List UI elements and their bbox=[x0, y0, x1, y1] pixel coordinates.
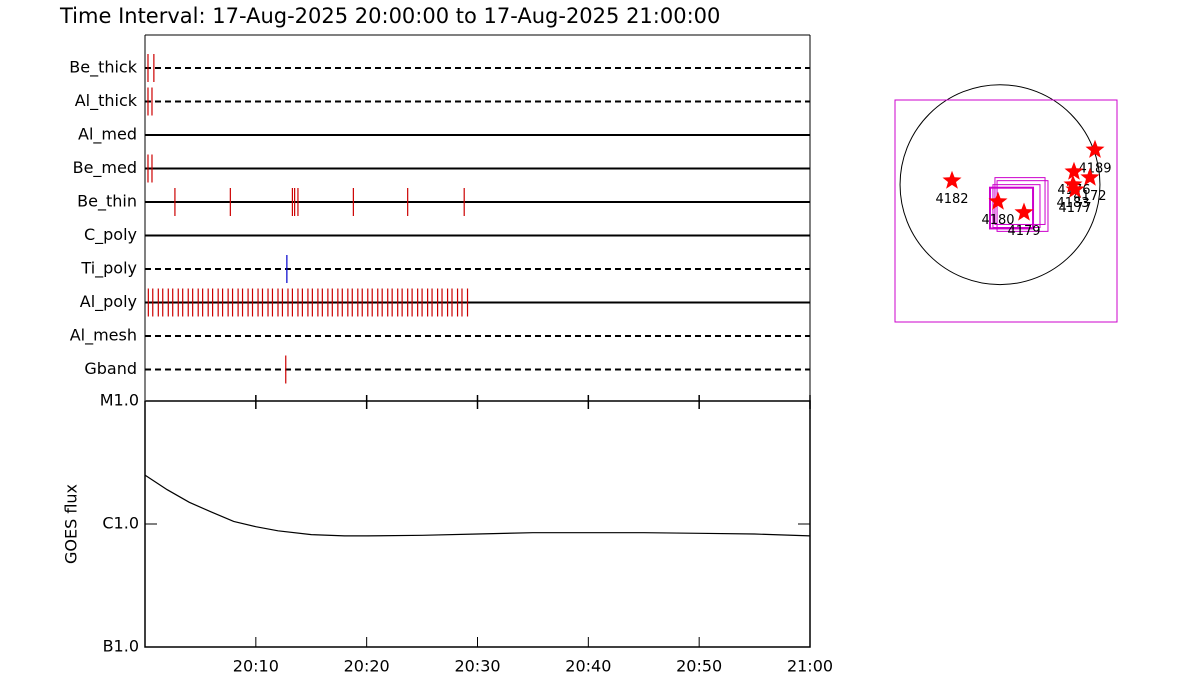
x-tick-label: 20:40 bbox=[565, 657, 611, 676]
x-tick-label: 21:00 bbox=[787, 657, 833, 676]
fov-box bbox=[989, 186, 1035, 230]
region-star bbox=[1014, 202, 1034, 221]
fov-box bbox=[894, 99, 1118, 323]
row-label: Al_thick bbox=[75, 91, 138, 111]
region-label: 4177 bbox=[1058, 201, 1091, 216]
y-tick-label: M1.0 bbox=[100, 391, 139, 410]
row-label: C_poly bbox=[84, 225, 137, 245]
region-label: 4172 bbox=[1073, 189, 1106, 204]
region-label: 4182 bbox=[935, 192, 968, 207]
y-axis-label: GOES flux bbox=[62, 484, 81, 564]
row-label: Be_thin bbox=[77, 192, 137, 212]
row-label: Gband bbox=[84, 359, 137, 378]
row-label: Al_med bbox=[78, 125, 137, 145]
solar-disk bbox=[899, 84, 1101, 286]
region-label: 4183 bbox=[1056, 196, 1089, 211]
region-star bbox=[988, 191, 1008, 210]
goes-curve bbox=[144, 474, 811, 537]
row-label: Al_mesh bbox=[70, 326, 137, 346]
region-star bbox=[1065, 179, 1085, 198]
chart-title: Time Interval: 17-Aug-2025 20:00:00 to 1… bbox=[59, 4, 720, 28]
region-star bbox=[1085, 139, 1105, 158]
x-tick-label: 20:20 bbox=[344, 657, 390, 676]
region-label: 4189 bbox=[1078, 161, 1111, 176]
x-tick-label: 20:10 bbox=[233, 657, 279, 676]
y-tick-label: C1.0 bbox=[102, 514, 139, 533]
region-star bbox=[1063, 174, 1083, 193]
region-star bbox=[1080, 167, 1100, 186]
x-tick-label: 20:30 bbox=[454, 657, 500, 676]
fov-box bbox=[992, 184, 1041, 229]
region-star bbox=[1064, 161, 1084, 180]
region-star bbox=[942, 170, 962, 189]
row-label: Be_med bbox=[73, 158, 137, 178]
x-tick-label: 20:50 bbox=[676, 657, 722, 676]
region-label: 4179 bbox=[1007, 224, 1040, 239]
y-tick-label: B1.0 bbox=[103, 637, 139, 656]
region-label: 4180 bbox=[981, 213, 1014, 228]
row-label: Al_poly bbox=[80, 292, 137, 312]
row-label: Be_thick bbox=[69, 58, 137, 78]
row-label: Ti_poly bbox=[80, 259, 137, 279]
